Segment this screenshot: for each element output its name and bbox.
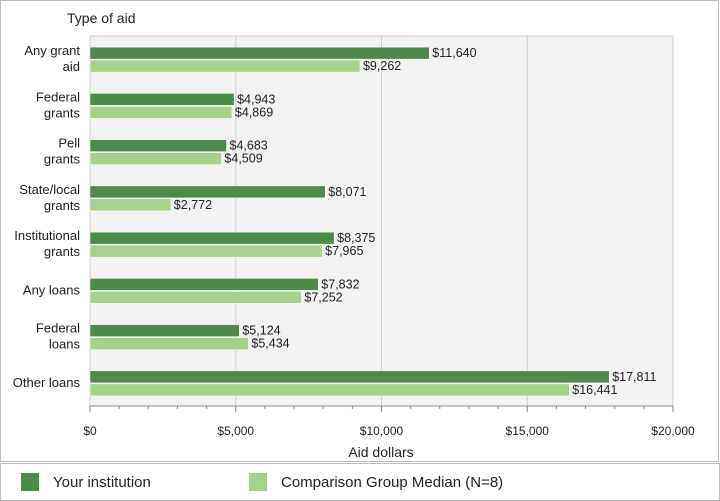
legend: Your institution Comparison Group Median…: [0, 463, 720, 501]
legend-item-your-institution: Your institution: [21, 464, 151, 500]
y-tick-label: Federal: [36, 321, 80, 336]
legend-swatch-your-institution: [21, 473, 39, 491]
x-tick-label: $0: [83, 424, 97, 438]
bar-value-label: $8,375: [337, 231, 375, 245]
bar-value-label: $7,965: [325, 244, 363, 258]
bar-value-label: $5,434: [251, 337, 289, 351]
y-tick-label: grants: [44, 244, 81, 259]
bar: [89, 185, 326, 199]
bar: [89, 152, 222, 165]
bar: [89, 337, 249, 350]
x-tick-label: $5,000: [217, 424, 254, 438]
bars: $11,640 $9,262 $4,943$4,869 $4,683$4,509 $8,…: [89, 46, 656, 397]
y-tick-label: Pell: [58, 136, 80, 151]
bar-value-label: $7,252: [304, 290, 342, 304]
legend-swatch-comparison-group: [249, 473, 267, 491]
bar: [89, 324, 240, 337]
bar-value-label: $4,509: [224, 152, 262, 166]
bar: [89, 93, 235, 106]
bar: [89, 106, 233, 119]
bar-value-label: $4,943: [237, 92, 275, 106]
y-tick-label: grants: [44, 152, 81, 167]
x-axis: $0 $5,000 $10,000 $15,000 $20,000: [83, 405, 695, 438]
bar-value-label: $2,772: [174, 198, 212, 212]
y-tick-label: grants: [44, 105, 81, 120]
y-tick-label: Federal: [36, 89, 80, 104]
y-tick-label: loans: [49, 337, 81, 352]
bar-value-label: $11,640: [432, 46, 476, 60]
y-tick-label: Institutional: [14, 228, 80, 243]
bar-value-label: $16,441: [572, 383, 617, 397]
y-axis-labels: Any grantaidFederalgrantsPellgrantsState…: [13, 43, 81, 390]
x-tick-label: $15,000: [506, 424, 550, 438]
y-tick-label: State/local: [19, 182, 80, 197]
y-tick-label: aid: [63, 59, 80, 74]
y-tick-label: Other loans: [13, 375, 81, 390]
bar-value-label: $4,869: [235, 105, 273, 119]
bar: [89, 278, 319, 291]
bar-value-label: $9,262: [363, 59, 401, 73]
bar-value-label: $17,811: [612, 370, 656, 384]
bar: [89, 244, 323, 258]
x-axis-title: Aid dollars: [348, 444, 413, 460]
legend-label-comparison-group: Comparison Group Median (N=8): [281, 473, 504, 491]
bar-value-label: $7,832: [321, 277, 359, 291]
bar: [89, 198, 172, 212]
y-tick-label: Any loans: [23, 282, 81, 297]
bar-value-label: $5,124: [242, 324, 280, 338]
y-axis-title: Type of aid: [67, 10, 136, 26]
bar: [89, 231, 335, 245]
bar-chart: $11,640 $9,262 $4,943$4,869 $4,683$4,509 $8,…: [0, 0, 719, 462]
bar-value-label: $8,071: [328, 185, 366, 199]
x-tick-label: $10,000: [360, 424, 404, 438]
bar: [89, 46, 430, 60]
x-tick-label: $20,000: [651, 424, 695, 438]
y-tick-label: Any grant: [24, 43, 80, 58]
bar: [89, 383, 570, 397]
y-tick-label: grants: [44, 198, 81, 213]
legend-item-comparison-group: Comparison Group Median (N=8): [249, 464, 503, 500]
bar: [89, 59, 361, 73]
bar: [89, 370, 610, 384]
bar-value-label: $4,683: [230, 139, 268, 153]
bar: [89, 291, 302, 304]
bar: [89, 139, 227, 152]
legend-label-your-institution: Your institution: [53, 473, 151, 491]
